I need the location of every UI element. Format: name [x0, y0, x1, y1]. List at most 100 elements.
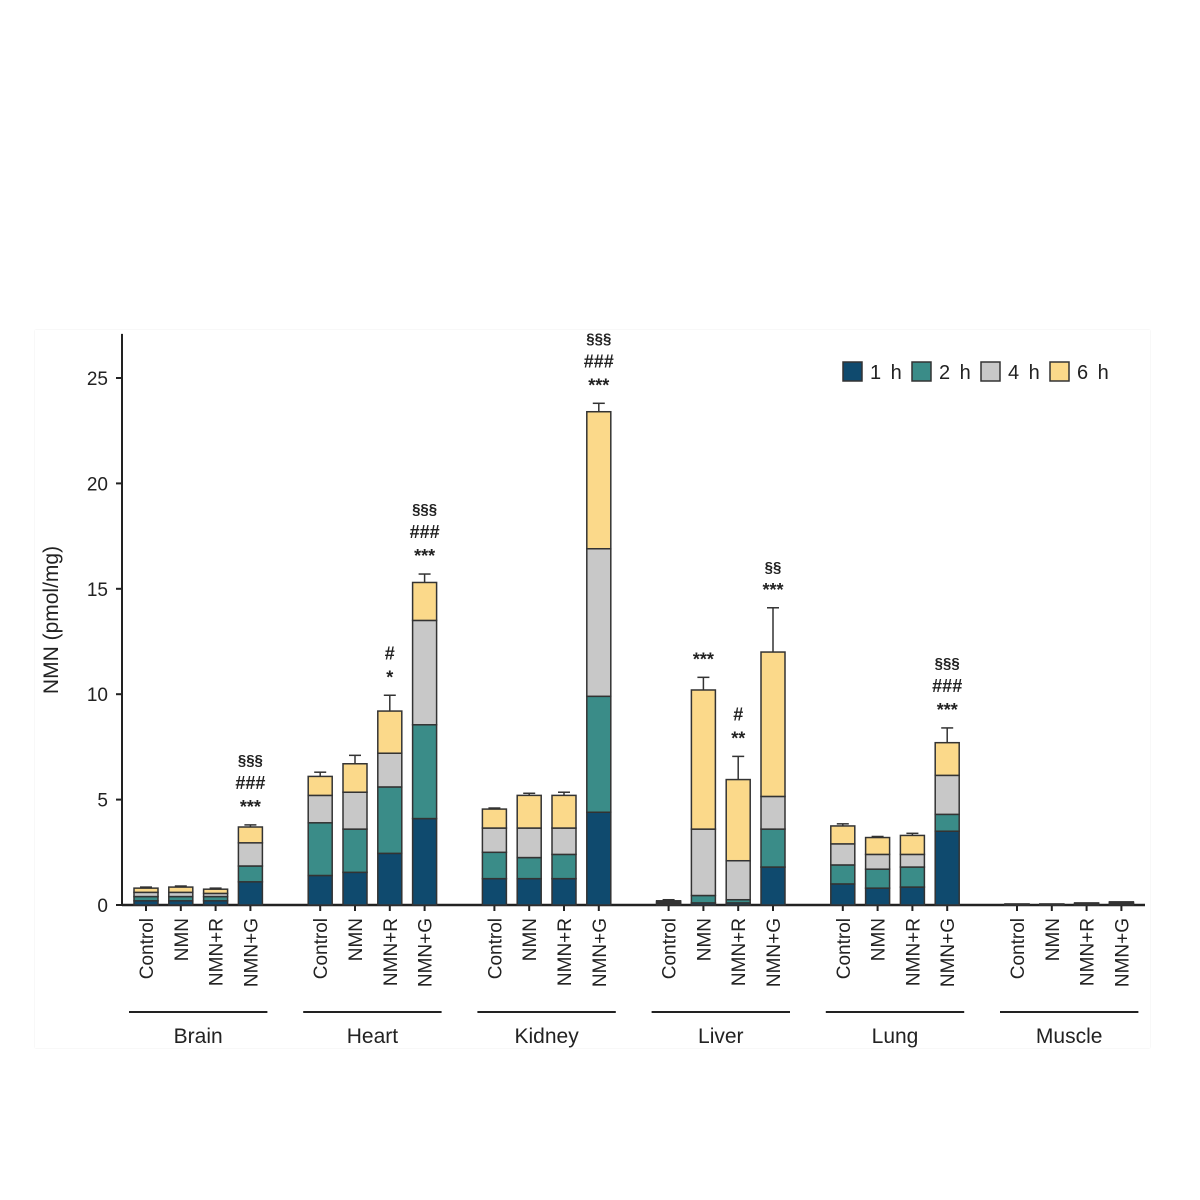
- bar-segment-6h: [481, 808, 508, 829]
- significance-annotation: ###: [932, 676, 962, 696]
- bar-segment-2h: [516, 856, 542, 880]
- legend-label: 4 h: [1008, 362, 1042, 384]
- significance-annotation: ***: [240, 797, 261, 817]
- legend-label: 1 h: [870, 362, 904, 384]
- bar-segment-2h: [830, 864, 856, 885]
- category-label: NMN+R: [555, 918, 576, 986]
- y-tick-label: 5: [97, 791, 108, 812]
- bar-segment-2h: [934, 813, 960, 832]
- bar-segment-1h: [551, 877, 577, 906]
- bar-segment-1h: [586, 811, 612, 906]
- bar-segment-4h: [830, 843, 856, 866]
- bar-segment-4h: [725, 859, 751, 901]
- bar-segment-4h: [934, 774, 960, 816]
- bar-segment-6h: [934, 741, 960, 777]
- bar-segment-6h: [864, 836, 891, 856]
- y-axis-label: NMN (pmol/mg): [40, 546, 63, 694]
- bar-segment-4h: [586, 547, 612, 698]
- legend-label: 2 h: [939, 362, 973, 384]
- category-label: NMN+G: [764, 918, 785, 987]
- category-label: Control: [137, 918, 158, 979]
- bar-segment-6h: [690, 689, 717, 830]
- bar-segment-1h: [377, 852, 403, 906]
- bar-segment-4h: [864, 853, 891, 870]
- bar-segment-6h: [1073, 902, 1100, 905]
- significance-annotation: **: [731, 728, 745, 748]
- bar-segment-4h: [690, 828, 717, 897]
- legend-swatch: [842, 361, 863, 382]
- bar-segment-1h: [830, 883, 856, 906]
- bar-segment-1h: [237, 881, 264, 906]
- bar-segment-2h: [690, 894, 717, 904]
- bar-segment-1h: [934, 830, 960, 906]
- bar-segment-2h: [551, 853, 577, 880]
- bar-segment-6h: [377, 710, 403, 754]
- bar-segment-4h: [377, 752, 403, 788]
- category-label: NMN: [694, 918, 715, 961]
- category-label: Control: [1008, 918, 1029, 979]
- bar-segment-4h: [899, 853, 926, 868]
- bar-segment-4h: [237, 842, 264, 867]
- bar-segment-4h: [342, 791, 368, 830]
- bar-segment-6h: [586, 410, 612, 550]
- bar-segment-6h: [237, 826, 264, 844]
- significance-annotation: §§§: [412, 501, 437, 518]
- group-label-heart: Heart: [347, 1025, 399, 1048]
- group-label-lung: Lung: [872, 1025, 919, 1048]
- significance-annotation: ***: [693, 649, 714, 669]
- significance-annotation: ***: [414, 546, 435, 566]
- significance-annotation: *: [386, 667, 393, 687]
- category-label: NMN: [172, 918, 193, 961]
- bar-segment-2h: [586, 695, 612, 813]
- bar-segment-6h: [133, 887, 159, 894]
- category-label: Control: [311, 918, 332, 979]
- significance-annotation: #: [385, 643, 395, 663]
- legend-swatch: [980, 361, 1001, 382]
- bar-segment-2h: [411, 724, 438, 820]
- bar-segment-6h: [551, 794, 577, 829]
- bar-segment-2h: [899, 866, 926, 888]
- bar-segment-4h: [760, 795, 786, 830]
- category-label: NMN+R: [1078, 918, 1099, 986]
- category-label: NMN+R: [729, 918, 750, 986]
- group-label-muscle: Muscle: [1036, 1025, 1103, 1048]
- group-label-kidney: Kidney: [514, 1025, 579, 1048]
- significance-annotation: ***: [762, 580, 783, 600]
- category-label: Control: [660, 918, 681, 979]
- category-label: NMN+R: [903, 918, 924, 986]
- bar-segment-1h: [516, 877, 542, 906]
- bar-segment-1h: [307, 874, 333, 906]
- category-label: NMN: [520, 918, 541, 961]
- category-label: NMN: [346, 918, 367, 961]
- bar-segment-4h: [551, 827, 577, 856]
- bar-segment-6h: [655, 900, 682, 903]
- legend-swatch: [911, 361, 932, 382]
- significance-annotation: ###: [235, 773, 265, 793]
- y-tick-label: 25: [87, 369, 108, 390]
- bar-segment-2h: [377, 786, 403, 855]
- bar-segment-1h: [864, 887, 891, 906]
- bar-segment-6h: [202, 888, 229, 895]
- category-label: NMN: [1043, 918, 1064, 961]
- y-tick-label: 15: [87, 580, 108, 601]
- bar-segment-6h: [516, 794, 542, 829]
- y-tick-label: 20: [87, 474, 108, 495]
- bar-segment-2h: [864, 868, 891, 889]
- bar-segment-6h: [411, 581, 438, 622]
- legend-swatch: [1049, 361, 1070, 382]
- bar-segment-1h: [481, 877, 508, 906]
- significance-annotation: ***: [937, 700, 958, 720]
- bar-segment-1h: [411, 817, 438, 906]
- significance-annotation: #: [733, 704, 743, 724]
- significance-annotation: §§§: [238, 752, 263, 769]
- bar-segment-4h: [516, 827, 542, 859]
- significance-annotation: ***: [588, 375, 609, 395]
- category-label: NMN+R: [381, 918, 402, 986]
- bar-segment-6h: [307, 775, 333, 797]
- category-label: NMN+G: [1112, 918, 1133, 987]
- category-label: NMN+G: [590, 918, 611, 987]
- category-label: NMN+G: [416, 918, 437, 987]
- bar-segment-2h: [237, 865, 264, 883]
- group-label-brain: Brain: [174, 1025, 223, 1048]
- bar-segment-1h: [342, 871, 368, 906]
